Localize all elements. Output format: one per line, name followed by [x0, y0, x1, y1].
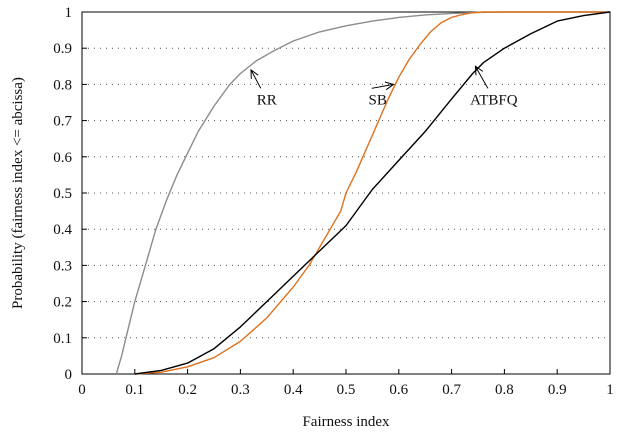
x-tick-label: 0.6: [389, 382, 408, 398]
y-axis-title: Probability (fairness index <= abcissa): [10, 77, 26, 309]
x-tick-label: 0.3: [231, 382, 250, 398]
x-tick-label: 0.2: [178, 382, 197, 398]
x-tick-labels: 0 0.1 0.2 0.3 0.4 0.5 0.6 0.7 0.8 0.9 1: [78, 382, 614, 398]
y-tick-label: 1: [65, 5, 73, 21]
y-tick-label: 0.1: [53, 331, 72, 347]
series-line-rr: [115, 11, 610, 375]
annotations: RR SB ATBFQ: [250, 65, 518, 108]
x-tick-label: 0.5: [337, 382, 356, 398]
x-tick-label: 0.9: [548, 382, 567, 398]
annotation-arrowhead-rr: [250, 68, 259, 79]
annotation-arrowhead-atbfq: [474, 65, 484, 76]
y-tick-label: 0.2: [53, 295, 72, 311]
x-tick-label: 0.1: [125, 382, 144, 398]
x-tick-label: 0: [78, 382, 86, 398]
y-tick-label: 0: [65, 367, 73, 383]
annotation-arrow-rr: [250, 69, 262, 89]
annotation-label-atbfq: ATBFQ: [470, 92, 518, 108]
annotation-arrow-atbfq: [474, 66, 489, 89]
x-tick-label: 0.7: [442, 382, 461, 398]
annotation-label-rr: RR: [257, 92, 277, 108]
y-tick-labels: 0 0.1 0.2 0.3 0.4 0.5 0.6 0.7 0.8 0.9 1: [53, 5, 72, 383]
x-axis-title: Fairness index: [302, 414, 390, 430]
y-tick-label: 0.5: [53, 186, 72, 202]
x-tick-label: 0.4: [284, 382, 303, 398]
annotation-arrowhead-sb: [384, 81, 395, 91]
x-tick-label: 0.8: [495, 382, 514, 398]
y-tick-label: 0.3: [53, 258, 72, 274]
ticks: [81, 11, 611, 375]
series-line-atbfq: [134, 11, 611, 375]
annotation-label-sb: SB: [369, 92, 387, 108]
annotation-arrow-sb: [371, 83, 394, 89]
series-line-sb: [134, 11, 610, 375]
series-lines: [115, 11, 611, 375]
x-tick-label: 1: [606, 382, 614, 398]
y-tick-label: 0.6: [53, 150, 72, 166]
y-tick-label: 0.4: [53, 222, 72, 238]
y-tick-label: 0.9: [53, 41, 72, 57]
y-tick-label: 0.8: [53, 77, 72, 93]
y-tick-label: 0.7: [53, 114, 72, 130]
